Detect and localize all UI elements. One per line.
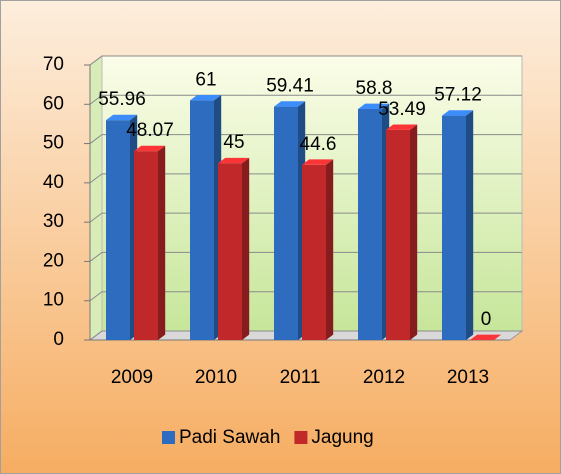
data-label: 55.96 (98, 89, 146, 110)
x-tick-label: 2010 (195, 367, 237, 388)
bar-side (242, 157, 250, 340)
legend-label: Jagung (311, 427, 373, 448)
data-label: 45 (223, 132, 244, 153)
bar-front (386, 129, 410, 340)
data-label: 53.49 (378, 99, 426, 120)
data-label: 59.41 (266, 76, 314, 97)
bar-top (386, 124, 418, 130)
bar-top (218, 157, 250, 164)
grid-line (89, 94, 522, 105)
bar (358, 103, 390, 340)
bar (386, 124, 418, 340)
x-tick-label: 2013 (447, 367, 489, 388)
y-tick-label: 20 (43, 250, 64, 271)
legend: Padi Sawah Jagung (162, 427, 374, 448)
y-tick-label: 10 (43, 290, 64, 311)
bar-top (302, 159, 334, 165)
bar-front (358, 109, 382, 340)
data-label: 48.07 (126, 120, 174, 141)
bar-top (470, 334, 502, 340)
x-tick-label: 2009 (111, 367, 153, 388)
bar-front (218, 163, 242, 340)
y-tick-label: 70 (43, 54, 64, 75)
bar-front (442, 115, 466, 340)
y-tick-label: 0 (53, 329, 64, 350)
y-tick-label: 30 (43, 211, 64, 232)
bar-top (190, 94, 222, 101)
x-tick-label: 2011 (280, 367, 321, 388)
bar (302, 159, 334, 340)
bar-top (442, 110, 474, 116)
legend-swatch (162, 431, 175, 444)
y-tick-label: 50 (43, 133, 64, 154)
x-tick-label: 2012 (363, 367, 405, 388)
bar (106, 114, 138, 341)
legend-swatch (294, 431, 308, 444)
bar-top (358, 103, 390, 109)
grid-line (89, 55, 522, 66)
data-label: 58.8 (356, 78, 393, 99)
data-label: 57.12 (434, 85, 482, 106)
bar-top (134, 145, 166, 152)
bar (442, 110, 474, 340)
bar-top (274, 101, 306, 107)
bar-side (410, 124, 418, 340)
bar-side (326, 159, 334, 340)
bar-front (134, 151, 158, 340)
y-tick-label: 60 (43, 93, 64, 114)
bar (470, 334, 502, 340)
legend-label: Padi Sawah (179, 427, 280, 448)
bar-front (190, 100, 214, 340)
bar (134, 145, 166, 340)
data-label: 61 (195, 69, 216, 90)
data-label: 44.6 (300, 134, 337, 155)
bar (190, 94, 222, 340)
bar-top (106, 114, 138, 121)
data-label: 0 (481, 309, 492, 330)
y-tick-label: 40 (43, 172, 64, 193)
bar-side (158, 145, 166, 340)
bar-front (274, 106, 298, 340)
bar-front (302, 164, 326, 340)
bar-side (466, 110, 474, 340)
bar-front (106, 120, 130, 341)
bar (218, 157, 250, 340)
